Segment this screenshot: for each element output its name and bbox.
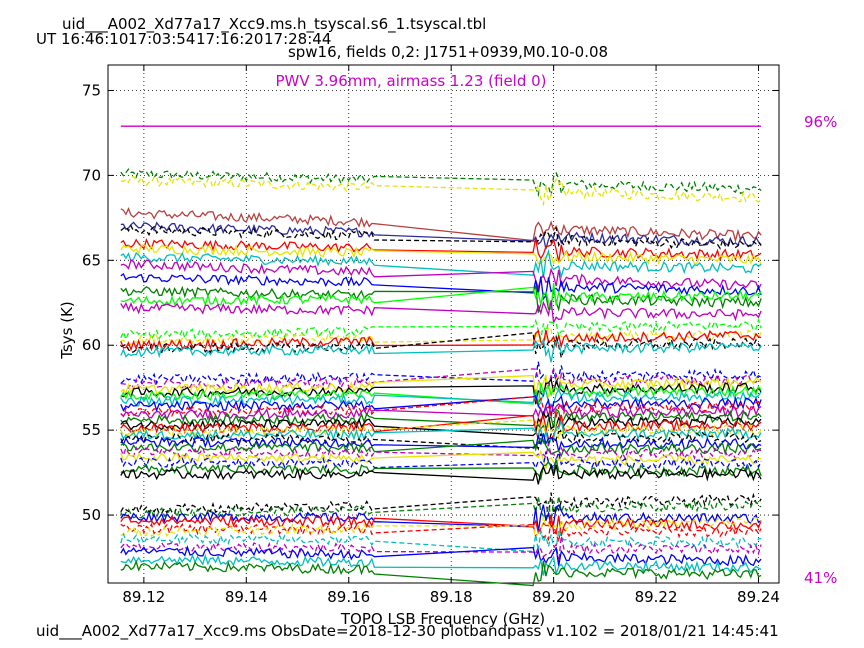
series-line [120, 326, 762, 348]
series-line [120, 168, 762, 198]
series-line [120, 374, 762, 398]
x-tick-label: 89.22 [635, 588, 678, 606]
y-axis-ticks: 50 55 60 65 70 75 [82, 81, 779, 524]
y-tick-label: 60 [82, 336, 101, 354]
series-line [120, 492, 762, 517]
x-tick-label: 89.16 [327, 588, 370, 606]
ut-time: 17:03:54 [128, 30, 195, 48]
series-line [120, 377, 762, 405]
series-line [120, 382, 762, 406]
series-line [120, 224, 762, 250]
ut-time: 17:16:20 [196, 30, 263, 48]
x-axis-label: TOPO LSB Frequency (GHz) [340, 610, 545, 628]
series-line [120, 529, 762, 553]
y-tick-label: 70 [82, 166, 101, 184]
plot-area: 89.12 89.14 89.16 89.18 89.20 89.22 89.24 50 55… [82, 64, 780, 606]
atm-bottom-percent: 41% [804, 569, 837, 587]
series-line [120, 449, 762, 471]
series-line [120, 516, 762, 541]
atm-top-percent: 96% [804, 113, 837, 131]
series-layer [120, 168, 762, 587]
x-tick-label: 89.14 [225, 588, 268, 606]
series-line [120, 560, 762, 587]
y-axis-label: Tsys (K) [58, 301, 76, 360]
series-line [120, 329, 762, 352]
series-line [120, 443, 762, 462]
figure-subtitle: spw16, fields 0,2: J1751+0939,M0.10-0.08 [288, 43, 608, 61]
x-tick-label: 89.18 [430, 588, 473, 606]
x-tick-label: 89.24 [737, 588, 780, 606]
ut-time: 16:46:10 [61, 30, 128, 48]
series-line [120, 463, 762, 485]
series-line [120, 259, 762, 291]
series-line [120, 450, 762, 471]
series-line [120, 496, 762, 522]
series-line [120, 418, 762, 448]
series-line [120, 544, 762, 567]
ut-label: UT [36, 30, 57, 48]
plot-frame [107, 64, 780, 584]
series-line [120, 337, 762, 363]
y-tick-label: 50 [82, 506, 101, 524]
ut-times: 16:46:10 17:03:54 17:16:20 17:28:44 [61, 30, 331, 48]
figure-footer: uid___A002_Xd77a17_Xcc9.ms ObsDate=2018-… [36, 622, 779, 641]
series-line [120, 410, 762, 437]
x-axis-ticks: 89.12 89.14 89.16 89.18 89.20 89.22 89.24 [122, 65, 780, 606]
series-line [120, 553, 762, 576]
x-tick-label: 89.12 [122, 588, 165, 606]
series-line [120, 535, 762, 562]
x-tick-label: 89.20 [532, 588, 575, 606]
pwv-annotation: PWV 3.96mm, airmass 1.23 (field 0) [275, 72, 546, 90]
series-line [120, 244, 762, 266]
series-line [120, 175, 762, 207]
series-line [120, 394, 762, 417]
series-line [120, 207, 762, 244]
y-tick-label: 55 [82, 421, 101, 439]
series-line [120, 300, 762, 325]
series-line [120, 402, 762, 421]
series-line [120, 221, 762, 250]
series-line [120, 437, 762, 458]
series-line [120, 283, 762, 310]
ut-time: 17:28:44 [264, 30, 331, 48]
series-line [120, 367, 762, 396]
series-line [120, 361, 762, 389]
series-line [120, 517, 762, 543]
series-line [120, 414, 762, 440]
series-line [120, 396, 762, 419]
series-line [120, 407, 762, 434]
series-line [120, 332, 762, 361]
y-tick-label: 75 [82, 81, 101, 99]
figure-filename: uid___A002_Xd77a17_Xcc9.ms.h_tsyscal.s6_… [62, 15, 486, 34]
y-tick-label: 65 [82, 251, 101, 269]
series-line [120, 273, 762, 301]
series-line [120, 459, 762, 482]
series-line [120, 430, 762, 451]
series-line [120, 248, 762, 280]
series-line [120, 504, 762, 533]
